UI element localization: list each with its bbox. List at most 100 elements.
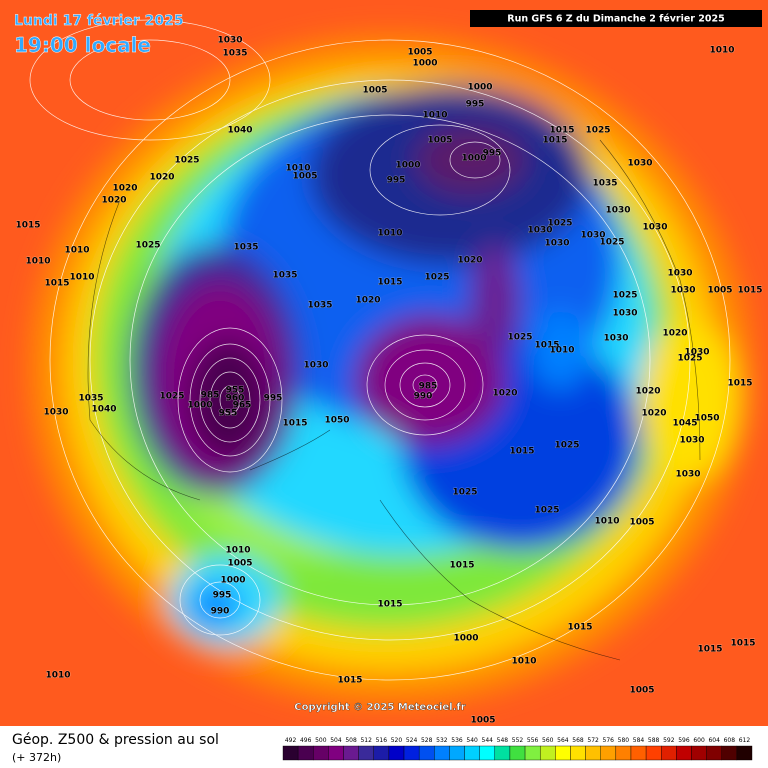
pressure-label: 1020 [641, 409, 666, 419]
pressure-label: 1025 [507, 333, 532, 343]
pressure-label: 1050 [694, 414, 719, 424]
pressure-label: 1010 [69, 273, 94, 283]
pressure-label: 1025 [547, 219, 572, 229]
colorbar-label: 508 [345, 737, 357, 744]
pressure-label: 1010 [64, 246, 89, 256]
pressure-label: 1035 [222, 49, 247, 59]
pressure-label: 1020 [101, 196, 126, 206]
pressure-label: 1015 [549, 126, 574, 136]
pressure-label: 1040 [227, 126, 252, 136]
pressure-label: 965 [233, 401, 252, 411]
colorbar-label: 520 [391, 737, 403, 744]
pressure-label: 1035 [272, 271, 297, 281]
colorbar-swatch [403, 745, 420, 761]
pressure-label: 1020 [149, 173, 174, 183]
pressure-label: 1025 [585, 126, 610, 136]
pressure-label: 1035 [233, 243, 258, 253]
colorbar-label: 588 [648, 737, 660, 744]
pressure-label: 1015 [567, 623, 592, 633]
colorbar-swatch [524, 745, 541, 761]
colorbar-swatch [721, 745, 738, 761]
pressure-label: 1010 [422, 111, 447, 121]
pressure-label: 1030 [627, 159, 652, 169]
pressure-label: 1025 [599, 238, 624, 248]
pressure-label: 1005 [292, 172, 317, 182]
colorbar-label: 604 [708, 737, 720, 744]
pressure-label: 1025 [452, 488, 477, 498]
pressure-label: 1020 [457, 256, 482, 266]
colorbar-swatch [373, 745, 390, 761]
colorbar-label: 564 [557, 737, 569, 744]
pressure-label: 990 [211, 607, 230, 617]
pressure-label: 1010 [377, 229, 402, 239]
pressure-label: 995 [387, 176, 406, 186]
pressure-label: 995 [264, 394, 283, 404]
pressure-label: 1020 [492, 389, 517, 399]
colorbar-label: 572 [587, 737, 599, 744]
pressure-label: 960 [226, 394, 245, 404]
pressure-label: 985 [419, 382, 438, 392]
pressure-label: 1005 [227, 559, 252, 569]
colorbar-swatch [539, 745, 556, 761]
colorbar-label: 576 [603, 737, 615, 744]
pressure-label: 1030 [667, 269, 692, 279]
pressure-label: 1030 [303, 361, 328, 371]
colorbar-swatch [479, 745, 496, 761]
pressure-label: 1025 [677, 354, 702, 364]
colorbar-label: 504 [330, 737, 342, 744]
pressure-label: 995 [466, 100, 485, 110]
colorbar-swatch [676, 745, 692, 761]
colorbar-label: 496 [300, 737, 312, 744]
pressure-label: 1015 [737, 286, 762, 296]
pressure-label: 1030 [684, 348, 709, 358]
colorbar-swatch [282, 745, 299, 761]
pressure-label: 1040 [91, 405, 116, 415]
colorbar-swatch [328, 745, 344, 761]
pressure-label: 955 [219, 409, 238, 419]
colorbar-swatch [555, 745, 571, 761]
colorbar-swatch [418, 745, 435, 761]
pressure-label: 1050 [324, 416, 349, 426]
colorbar-swatch [585, 745, 601, 761]
pressure-label: 1035 [78, 394, 103, 404]
colorbar-label: 492 [285, 737, 297, 744]
colorbar-swatch [691, 745, 707, 761]
colorbar-label: 500 [315, 737, 327, 744]
pressure-label: 1035 [592, 179, 617, 189]
pressure-label: 1005 [407, 48, 432, 58]
colorbar-swatch [449, 745, 465, 761]
footer-title: Géop. Z500 & pression au sol [12, 732, 219, 748]
colorbar-label: 568 [572, 737, 584, 744]
pressure-label: 1005 [427, 136, 452, 146]
colorbar-swatch [615, 745, 632, 761]
pressure-label: 1030 [544, 239, 569, 249]
colorbar-swatch [630, 745, 647, 761]
pressure-label: 1010 [594, 517, 619, 527]
pressure-label: 1010 [709, 46, 734, 56]
pressure-label: 1015 [534, 341, 559, 351]
pressure-label: 1010 [45, 671, 70, 681]
colorbar-swatch [358, 745, 374, 761]
colorbar-label: 596 [678, 737, 690, 744]
pressure-label: 1015 [377, 278, 402, 288]
colorbar-label: 600 [693, 737, 705, 744]
pressure-label: 1030 [527, 226, 552, 236]
colorbar-swatch [600, 745, 617, 761]
pressure-label: 1020 [112, 184, 137, 194]
pressure-label: 1000 [461, 154, 486, 164]
pressure-label: 1030 [642, 223, 667, 233]
pressure-label: 1020 [635, 387, 660, 397]
colorbar-label: 608 [724, 737, 736, 744]
colorbar-swatch [343, 745, 359, 761]
colorbar-label: 548 [497, 737, 509, 744]
colorbar-label: 584 [633, 737, 645, 744]
pressure-label: 1030 [580, 231, 605, 241]
pressure-label: 1025 [159, 392, 184, 402]
pressure-label: 1005 [362, 86, 387, 96]
pressure-label: 1020 [355, 296, 380, 306]
colorbar-swatch [388, 745, 405, 761]
pressure-label: 1000 [187, 401, 212, 411]
pressure-label: 1005 [629, 686, 654, 696]
